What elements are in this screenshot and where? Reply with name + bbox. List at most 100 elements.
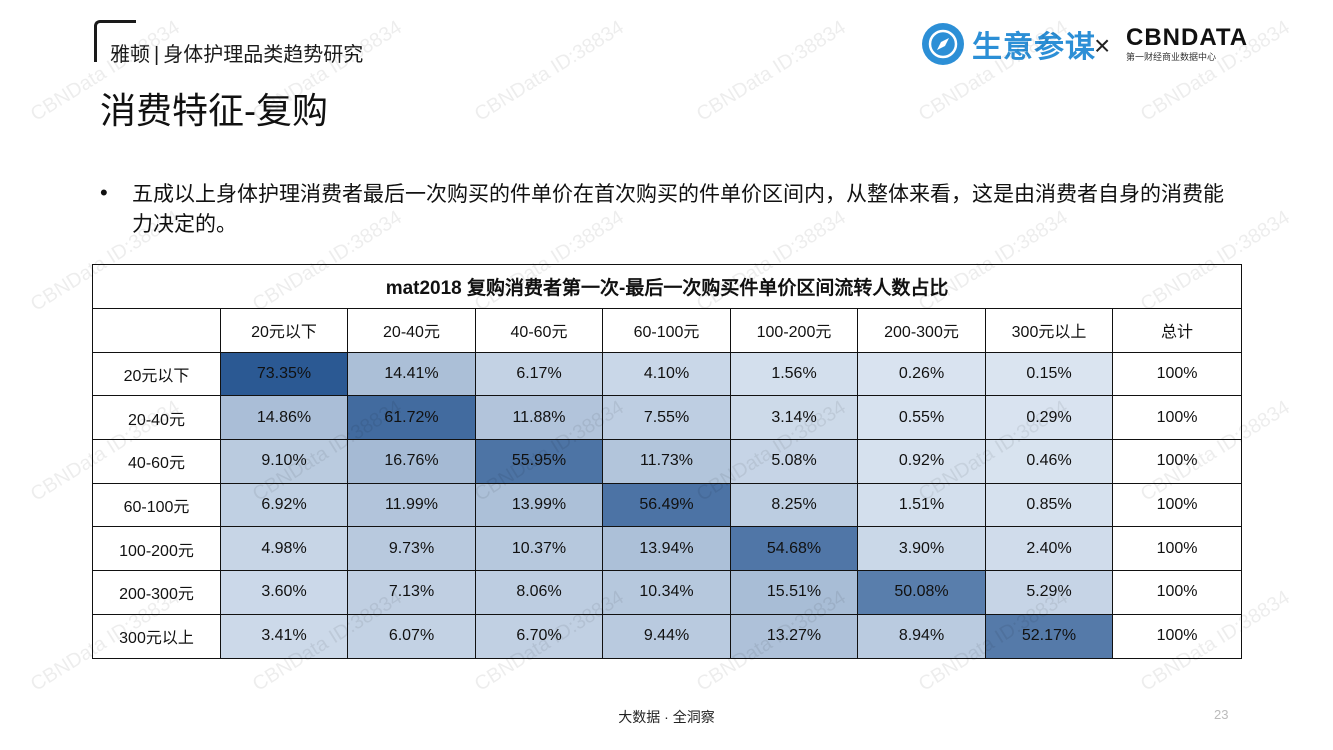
heatmap-cell: 1.56%	[730, 351, 858, 397]
heatmap-cell: 9.44%	[602, 613, 731, 659]
brand-left: 雅顿	[110, 44, 150, 66]
row-total: 100%	[1111, 570, 1243, 615]
row-total: 100%	[1111, 613, 1243, 659]
heatmap-cell: 13.27%	[730, 613, 858, 659]
heatmap-cell: 3.90%	[857, 526, 986, 572]
watermark-text: CBNData ID:38834	[692, 16, 850, 126]
compass-icon	[922, 23, 964, 65]
heatmap-cell: 11.73%	[602, 439, 731, 484]
heatmap-cell: 52.17%	[985, 613, 1113, 659]
column-header: 60-100元	[602, 308, 731, 353]
heatmap-cell: 8.25%	[730, 482, 858, 528]
brand-right: 身体护理品类趋势研究	[163, 44, 364, 66]
brand-separator: |	[154, 44, 160, 66]
heatmap-cell: 8.06%	[475, 570, 603, 615]
heatmap-cell: 0.26%	[857, 351, 986, 397]
heatmap-cell: 8.94%	[857, 613, 986, 659]
heatmap-cell: 3.14%	[730, 395, 858, 441]
heatmap-cell: 4.10%	[602, 351, 731, 397]
row-total: 100%	[1111, 482, 1243, 528]
column-header: 300元以上	[985, 308, 1113, 353]
heatmap-cell: 9.73%	[347, 526, 476, 572]
watermark-text: CBNData ID:38834	[470, 16, 628, 126]
row-total: 100%	[1111, 439, 1243, 484]
column-header: 200-300元	[857, 308, 986, 353]
heatmap-cell: 14.86%	[220, 395, 348, 441]
heatmap-cell: 73.35%	[220, 351, 348, 397]
heatmap-cell: 7.55%	[602, 395, 731, 441]
heatmap-cell: 11.88%	[475, 395, 603, 441]
column-header: 20-40元	[347, 308, 476, 353]
heatmap-cell: 6.17%	[475, 351, 603, 397]
heatmap-cell: 10.34%	[602, 570, 731, 615]
column-header: 20元以下	[220, 308, 348, 353]
logo-b-sub: 第一财经商业数据中心	[1126, 52, 1217, 62]
heatmap-cell: 5.29%	[985, 570, 1113, 615]
table-row: 300元以上 3.41% 6.07% 6.70% 9.44% 13.27% 8.94% 52.…	[92, 613, 1243, 659]
heatmap-cell: 13.94%	[602, 526, 731, 572]
heatmap-cell: 3.60%	[220, 570, 348, 615]
table-row: 20-40元 14.86% 61.72% 11.88% 7.55% 3.14% 0.55% 0…	[92, 395, 1243, 441]
column-header: 100-200元	[730, 308, 858, 353]
footer-slogan: 大数据 · 全洞察	[618, 709, 715, 725]
transition-matrix-table: mat2018 复购消费者第一次-最后一次购买件单价区间流转人数占比 20元以下…	[91, 264, 1243, 659]
row-total: 100%	[1111, 526, 1243, 572]
heatmap-cell: 4.98%	[220, 526, 348, 572]
table-row: 40-60元 9.10% 16.76% 55.95% 11.73% 5.08% 0.92% 0…	[92, 439, 1243, 484]
table-row: 100-200元 4.98% 9.73% 10.37% 13.94% 54.68% 3.90…	[92, 526, 1243, 572]
cbndata-logo: CBNDATA 第一财经商业数据中心	[1126, 24, 1249, 63]
heatmap-cell: 55.95%	[475, 439, 603, 484]
row-label: 40-60元	[92, 439, 221, 484]
heatmap-cell: 10.37%	[475, 526, 603, 572]
heatmap-cell: 6.07%	[347, 613, 476, 659]
heatmap-cell: 56.49%	[602, 482, 731, 528]
heatmap-cell: 0.15%	[985, 351, 1113, 397]
heatmap-cell: 1.51%	[857, 482, 986, 528]
total-header: 总计	[1111, 308, 1243, 353]
heatmap-cell: 0.46%	[985, 439, 1113, 484]
matrix-body: 20元以下 73.35% 14.41% 6.17% 4.10% 1.56% 0.26% 0.1…	[92, 351, 1243, 659]
table-row: 200-300元 3.60% 7.13% 8.06% 10.34% 15.51% 50.08…	[92, 570, 1243, 615]
heatmap-cell: 3.41%	[220, 613, 348, 659]
heatmap-cell: 0.55%	[857, 395, 986, 441]
heatmap-cell: 54.68%	[730, 526, 858, 572]
table-row: 60-100元 6.92% 11.99% 13.99% 56.49% 8.25% 1.51%…	[92, 482, 1243, 528]
heatmap-cell: 16.76%	[347, 439, 476, 484]
heatmap-cell: 50.08%	[857, 570, 986, 615]
column-header-row: 20元以下 20-40元 40-60元 60-100元 100-200元 200-300元…	[92, 308, 1243, 353]
heatmap-cell: 2.40%	[985, 526, 1113, 572]
heatmap-cell: 14.41%	[347, 351, 476, 397]
logo-b-name: CBNDATA	[1126, 24, 1249, 51]
table-row: 20元以下 73.35% 14.41% 6.17% 4.10% 1.56% 0.26% 0.1…	[92, 351, 1243, 397]
logo-cross: ×	[1094, 30, 1111, 61]
brand-bracket-icon	[94, 20, 136, 62]
brand-text: 雅顿 | 身体护理品类趋势研究	[110, 38, 363, 67]
bullet-marker: •	[100, 180, 108, 205]
row-label: 300元以上	[92, 613, 221, 659]
page-title: 消费特征-复购	[100, 90, 328, 131]
heatmap-cell: 61.72%	[347, 395, 476, 441]
heatmap-cell: 0.92%	[857, 439, 986, 484]
corner-cell	[92, 308, 221, 353]
page-number: 23	[1214, 707, 1229, 722]
row-label: 100-200元	[92, 526, 221, 572]
bullet-text: 五成以上身体护理消费者最后一次购买的件单价在首次购买的件单价区间内，从整体来看，…	[132, 183, 1224, 236]
column-header: 40-60元	[475, 308, 603, 353]
heatmap-cell: 7.13%	[347, 570, 476, 615]
heatmap-cell: 11.99%	[347, 482, 476, 528]
row-total: 100%	[1111, 351, 1243, 397]
heatmap-cell: 13.99%	[475, 482, 603, 528]
bullet-point: • 五成以上身体护理消费者最后一次购买的件单价在首次购买的件单价区间内，从整体来…	[100, 180, 1240, 240]
heatmap-cell: 15.51%	[730, 570, 858, 615]
row-total: 100%	[1111, 395, 1243, 441]
row-label: 200-300元	[92, 570, 221, 615]
row-label: 20-40元	[92, 395, 221, 441]
heatmap-cell: 6.70%	[475, 613, 603, 659]
heatmap-cell: 9.10%	[220, 439, 348, 484]
row-label: 20元以下	[92, 351, 221, 397]
row-label: 60-100元	[92, 482, 221, 528]
heatmap-cell: 6.92%	[220, 482, 348, 528]
heatmap-cell: 0.29%	[985, 395, 1113, 441]
heatmap-cell: 5.08%	[730, 439, 858, 484]
chart-title: mat2018 复购消费者第一次-最后一次购买件单价区间流转人数占比	[91, 264, 1243, 309]
